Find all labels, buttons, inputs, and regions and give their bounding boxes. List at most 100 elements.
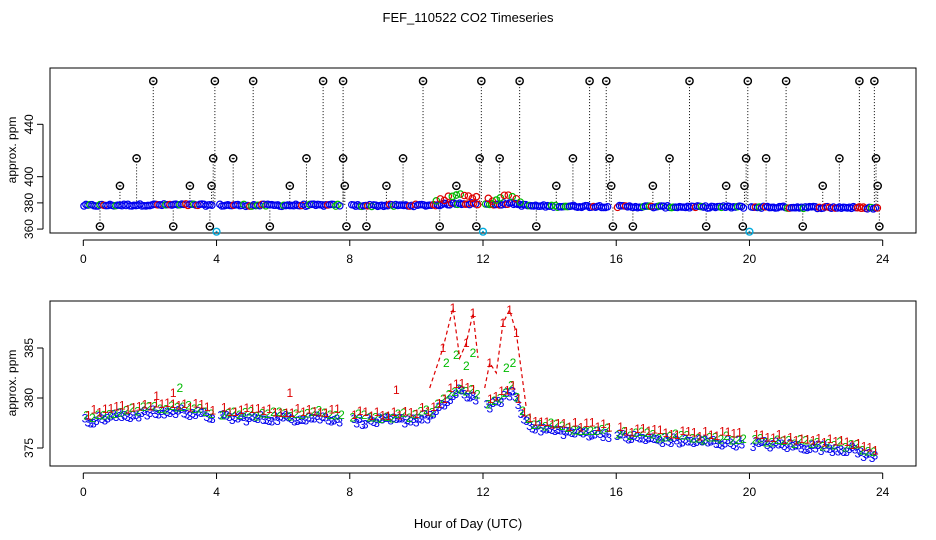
series1-point: 1 <box>91 402 98 416</box>
top-spike-marker <box>781 76 791 86</box>
top-spike-marker <box>740 181 749 191</box>
series2-point: 2 <box>836 435 843 449</box>
top-panel-frame <box>49 67 917 234</box>
bottom-y-tick-label: 375 <box>22 438 36 458</box>
series3-point: 3 <box>829 445 836 459</box>
series2-point: 2 <box>174 401 181 415</box>
series2-point: 2 <box>406 411 413 425</box>
top-spike-marker <box>148 76 158 86</box>
series2-point: 2 <box>95 408 102 422</box>
series3-point: 3 <box>96 409 103 423</box>
series1-point: 1 <box>730 427 737 441</box>
series2-point: 2 <box>451 385 458 399</box>
series3-point: 3 <box>835 445 842 459</box>
series1-point: 1 <box>866 441 873 455</box>
series3-point: 3 <box>583 425 590 439</box>
series1-point: 1 <box>277 406 284 420</box>
series3-point: 3 <box>365 412 372 426</box>
series1-point: 1 <box>487 392 494 406</box>
top-peak-point <box>504 191 513 199</box>
series1-peak: 1 <box>486 356 493 370</box>
series3-point: 3 <box>226 410 233 424</box>
series3-point: 3 <box>113 410 120 424</box>
series1-point: 1 <box>187 401 194 415</box>
series3-point: 3 <box>840 445 847 459</box>
series3-point: 3 <box>93 414 100 428</box>
series1-point: 1 <box>396 408 403 422</box>
series2-point: 2 <box>842 441 849 455</box>
series2-point: 2 <box>667 430 674 444</box>
series3-point: 3 <box>724 433 731 447</box>
series2-point: 2 <box>112 407 119 421</box>
series1-point: 1 <box>113 400 120 414</box>
series2-point: 2 <box>621 425 628 439</box>
bottom-panel-ylabel: approx. ppm <box>5 350 19 417</box>
series1-point: 1 <box>311 405 318 419</box>
series3-point: 3 <box>150 403 157 417</box>
series3-point: 3 <box>110 408 117 422</box>
series3-point: 3 <box>453 387 460 401</box>
series1-point: 1 <box>657 423 664 437</box>
series3-point: 3 <box>291 415 298 429</box>
series1-point: 1 <box>521 405 528 419</box>
top-spike-marker <box>265 222 275 231</box>
series3-point: 3 <box>107 409 114 423</box>
series2-point: 2 <box>129 401 136 415</box>
series3-point: 3 <box>716 437 723 451</box>
series3-point: 3 <box>792 438 799 452</box>
series1-point: 1 <box>827 432 834 446</box>
series1-point: 1 <box>436 396 443 410</box>
series3-point: 3 <box>815 438 822 452</box>
top-spike-marker <box>318 76 328 86</box>
series3-point: 3 <box>390 411 397 425</box>
series3-point: 3 <box>277 410 284 424</box>
series1-point: 1 <box>798 432 805 446</box>
bottom-x-tick-label: 20 <box>743 485 757 499</box>
series3-point: 3 <box>594 424 601 438</box>
series2-point: 2 <box>123 403 130 417</box>
top-spike-marker <box>871 154 881 163</box>
series3-point: 3 <box>455 382 462 396</box>
top-low-marker <box>478 227 488 236</box>
series2-point: 2 <box>248 405 255 419</box>
series2-point: 2 <box>185 399 192 413</box>
series3-point: 3 <box>506 390 513 404</box>
series1-point: 1 <box>872 443 879 457</box>
series2-point: 2 <box>599 423 606 437</box>
series3-point: 3 <box>577 425 584 439</box>
series2-point: 2 <box>231 405 238 419</box>
series3-point: 3 <box>198 406 205 420</box>
top-spike-marker <box>205 222 215 231</box>
series1-point: 1 <box>555 417 562 431</box>
series2-point: 2 <box>638 425 645 439</box>
series1-peak: 1 <box>153 389 160 403</box>
top-spike-marker <box>665 154 674 163</box>
top-x-tick-label: 4 <box>213 252 220 266</box>
top-peak-point <box>464 192 473 200</box>
series2-point: 2 <box>468 382 475 396</box>
series2-point: 2 <box>695 432 702 446</box>
series3-point: 3 <box>665 435 672 449</box>
series1-point: 1 <box>781 433 788 447</box>
series3-point: 3 <box>580 426 587 440</box>
series3-point: 3 <box>351 412 358 426</box>
series3-point: 3 <box>82 411 89 425</box>
top-spike-marker <box>515 76 524 86</box>
series3-point: 3 <box>407 414 414 428</box>
series2-point: 2 <box>712 430 719 444</box>
series3-point: 3 <box>648 431 655 445</box>
series3-point: 3 <box>436 400 443 414</box>
series3-point: 3 <box>826 442 833 456</box>
series3-point: 3 <box>571 426 578 440</box>
top-data-point <box>216 200 224 209</box>
series1-point: 1 <box>125 402 132 416</box>
series2-point: 2 <box>802 434 809 448</box>
series2-point: 2 <box>168 399 175 413</box>
series1-peak: 1 <box>506 303 513 317</box>
bottom-x-tick-label: 24 <box>876 485 890 499</box>
series1-point: 1 <box>849 438 856 452</box>
series3-point: 3 <box>311 412 318 426</box>
series3-point: 3 <box>702 433 709 447</box>
series2-peak: 2 <box>443 356 450 370</box>
series3-point: 3 <box>288 412 295 426</box>
